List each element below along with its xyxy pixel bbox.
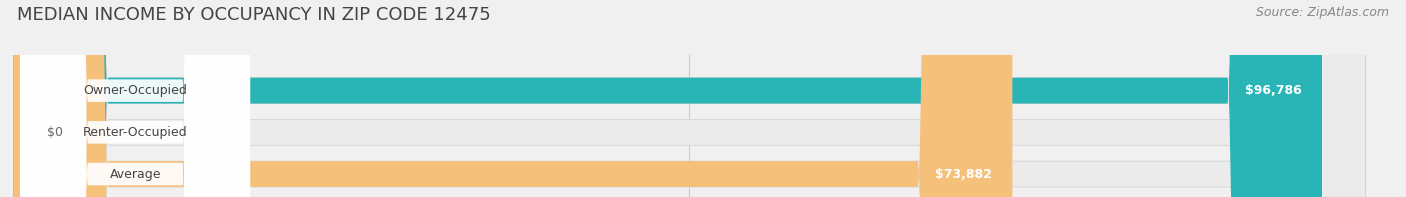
Text: MEDIAN INCOME BY OCCUPANCY IN ZIP CODE 12475: MEDIAN INCOME BY OCCUPANCY IN ZIP CODE 1… bbox=[17, 6, 491, 24]
Text: Source: ZipAtlas.com: Source: ZipAtlas.com bbox=[1256, 6, 1389, 19]
Text: Average: Average bbox=[110, 168, 160, 181]
FancyBboxPatch shape bbox=[20, 0, 250, 197]
FancyBboxPatch shape bbox=[14, 0, 1012, 197]
FancyBboxPatch shape bbox=[20, 0, 250, 197]
Text: $73,882: $73,882 bbox=[935, 168, 993, 181]
Text: $96,786: $96,786 bbox=[1244, 84, 1302, 97]
FancyBboxPatch shape bbox=[20, 0, 250, 197]
Text: Owner-Occupied: Owner-Occupied bbox=[83, 84, 187, 97]
Text: $0: $0 bbox=[48, 126, 63, 139]
FancyBboxPatch shape bbox=[14, 0, 1365, 197]
Text: Renter-Occupied: Renter-Occupied bbox=[83, 126, 187, 139]
FancyBboxPatch shape bbox=[14, 0, 1365, 197]
FancyBboxPatch shape bbox=[14, 0, 1365, 197]
FancyBboxPatch shape bbox=[14, 0, 1322, 197]
